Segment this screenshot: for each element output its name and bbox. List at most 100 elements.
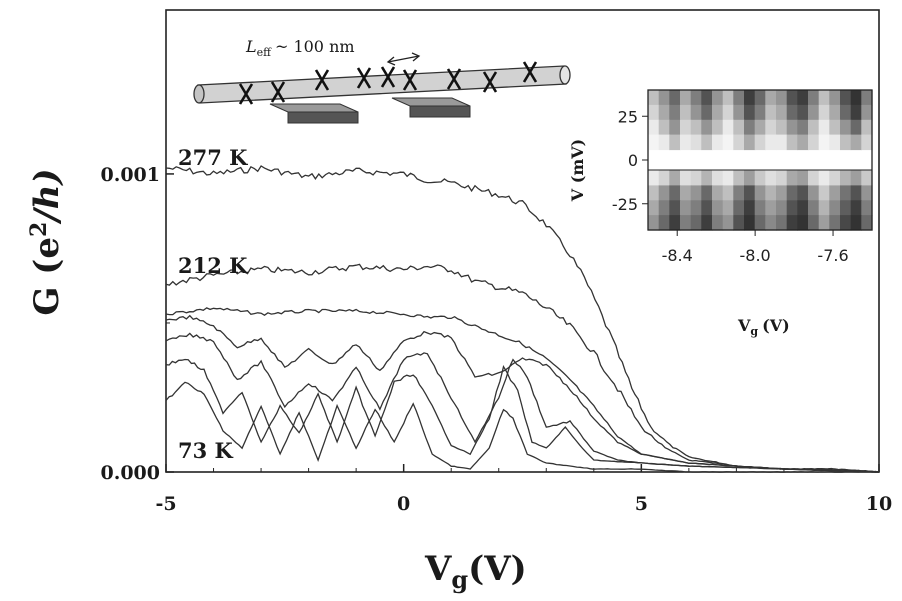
heatmap-cell bbox=[680, 200, 692, 216]
heatmap-cell bbox=[712, 104, 724, 121]
heatmap-cell bbox=[669, 215, 681, 231]
heatmap-cell bbox=[861, 200, 873, 216]
heatmap-cell bbox=[680, 215, 692, 231]
heatmap-cell bbox=[722, 215, 734, 231]
heatmap-cell bbox=[733, 134, 745, 151]
heatmap-cell bbox=[776, 90, 788, 106]
heatmap-cell bbox=[840, 134, 852, 151]
heatmap-cell bbox=[808, 200, 820, 216]
heatmap-cell bbox=[840, 119, 852, 136]
heatmap-cell bbox=[840, 104, 852, 121]
heatmap-cell bbox=[797, 104, 809, 121]
heatmap-cell bbox=[850, 134, 862, 151]
x-tick-label: -5 bbox=[155, 493, 176, 515]
inset-heatmap-cells bbox=[648, 90, 873, 231]
inset-x-axis: -8.4 -8.0 -7.6 bbox=[662, 230, 849, 265]
heatmap-cell bbox=[765, 185, 777, 201]
heatmap-cell bbox=[765, 215, 777, 231]
length-arrow-icon bbox=[386, 52, 421, 66]
heatmap-cell bbox=[733, 185, 745, 201]
heatmap-cell bbox=[669, 119, 681, 136]
heatmap-cell bbox=[850, 200, 862, 216]
heatmap-cell bbox=[722, 200, 734, 216]
inset-y-tick-label: 0 bbox=[628, 151, 638, 170]
heatmap-cell bbox=[712, 170, 724, 186]
heatmap-cell bbox=[690, 90, 702, 106]
heatmap-cell bbox=[648, 200, 660, 216]
inset-x-tick-label: -8.4 bbox=[662, 246, 693, 265]
heatmap-cell bbox=[690, 185, 702, 201]
inset-x-axis-title: Vg (V) bbox=[737, 316, 790, 338]
heatmap-cell bbox=[808, 185, 820, 201]
heatmap-cell bbox=[765, 134, 777, 151]
heatmap-cell bbox=[829, 215, 841, 231]
heatmap-cell bbox=[808, 104, 820, 121]
heatmap-cell bbox=[669, 104, 681, 121]
heatmap-cell bbox=[701, 185, 713, 201]
annotation-277k: 277 K bbox=[178, 145, 248, 170]
x-tick-label: 0 bbox=[397, 493, 410, 515]
main-x-axis-title: Vg(V) bbox=[424, 549, 527, 594]
heatmap-cell bbox=[648, 104, 660, 121]
heatmap-cell bbox=[776, 104, 788, 121]
heatmap-cell bbox=[818, 104, 830, 121]
heatmap-cell bbox=[754, 104, 766, 121]
heatmap-cell bbox=[701, 90, 713, 106]
heatmap-cell bbox=[712, 90, 724, 106]
heatmap-cell bbox=[648, 90, 660, 106]
heatmap-cell bbox=[690, 200, 702, 216]
heatmap-cell bbox=[808, 134, 820, 151]
heatmap-cell bbox=[680, 104, 692, 121]
heatmap-cell bbox=[690, 104, 702, 121]
heatmap-cell bbox=[797, 90, 809, 106]
heatmap-cell bbox=[786, 200, 798, 216]
heatmap-cell bbox=[818, 170, 830, 186]
heatmap-cell bbox=[722, 185, 734, 201]
heatmap-cell bbox=[829, 104, 841, 121]
heatmap-cell bbox=[829, 119, 841, 136]
annotation-212k: 212 K bbox=[178, 253, 248, 278]
heatmap-cell bbox=[658, 134, 670, 151]
heatmap-cell bbox=[786, 185, 798, 201]
heatmap-cell bbox=[776, 119, 788, 136]
heatmap-cell bbox=[733, 104, 745, 121]
main-y-axis: 0.000 0.001 bbox=[101, 164, 174, 484]
heatmap-cell bbox=[765, 170, 777, 186]
heatmap-cell bbox=[754, 90, 766, 106]
x-tick-label: 5 bbox=[635, 493, 648, 515]
heatmap-cell bbox=[861, 119, 873, 136]
heatmap-cell bbox=[797, 215, 809, 231]
heatmap-cell bbox=[818, 119, 830, 136]
heatmap-cell bbox=[797, 119, 809, 136]
heatmap-cell bbox=[712, 215, 724, 231]
heatmap-cell bbox=[648, 215, 660, 231]
heatmap-cell bbox=[733, 200, 745, 216]
defect-marker bbox=[482, 71, 498, 93]
heatmap-cell bbox=[765, 119, 777, 136]
conductance-curve-5 bbox=[165, 332, 880, 473]
heatmap-cell bbox=[658, 185, 670, 201]
main-y-axis-title: G (e2/h) bbox=[26, 168, 67, 315]
nanotube-end-left bbox=[193, 84, 205, 104]
heatmap-cell bbox=[669, 200, 681, 216]
heatmap-cell bbox=[690, 134, 702, 151]
heatmap-cell bbox=[776, 170, 788, 186]
heatmap-cell bbox=[861, 185, 873, 201]
heatmap-cell bbox=[744, 104, 756, 121]
heatmap-cell bbox=[754, 134, 766, 151]
heatmap-cell bbox=[658, 104, 670, 121]
defect-marker bbox=[380, 66, 396, 88]
inset-spectroscopy-map: -8.4 -8.0 -7.6 25 0 -25 V (mV) Vg (V) bbox=[568, 89, 873, 338]
heatmap-cell bbox=[722, 134, 734, 151]
nanotube-device-schematic: Leff ~ 100 nm bbox=[193, 37, 571, 124]
conductance-curve-6 bbox=[165, 358, 880, 473]
heatmap-cell bbox=[776, 185, 788, 201]
defect-markers bbox=[238, 61, 538, 105]
annotation-73k: 73 K bbox=[178, 438, 234, 463]
heatmap-cell bbox=[722, 104, 734, 121]
heatmap-cell bbox=[808, 215, 820, 231]
inset-x-tick-label: -8.0 bbox=[740, 246, 771, 265]
heatmap-cell bbox=[829, 90, 841, 106]
heatmap-cell bbox=[722, 119, 734, 136]
heatmap-cell bbox=[733, 119, 745, 136]
